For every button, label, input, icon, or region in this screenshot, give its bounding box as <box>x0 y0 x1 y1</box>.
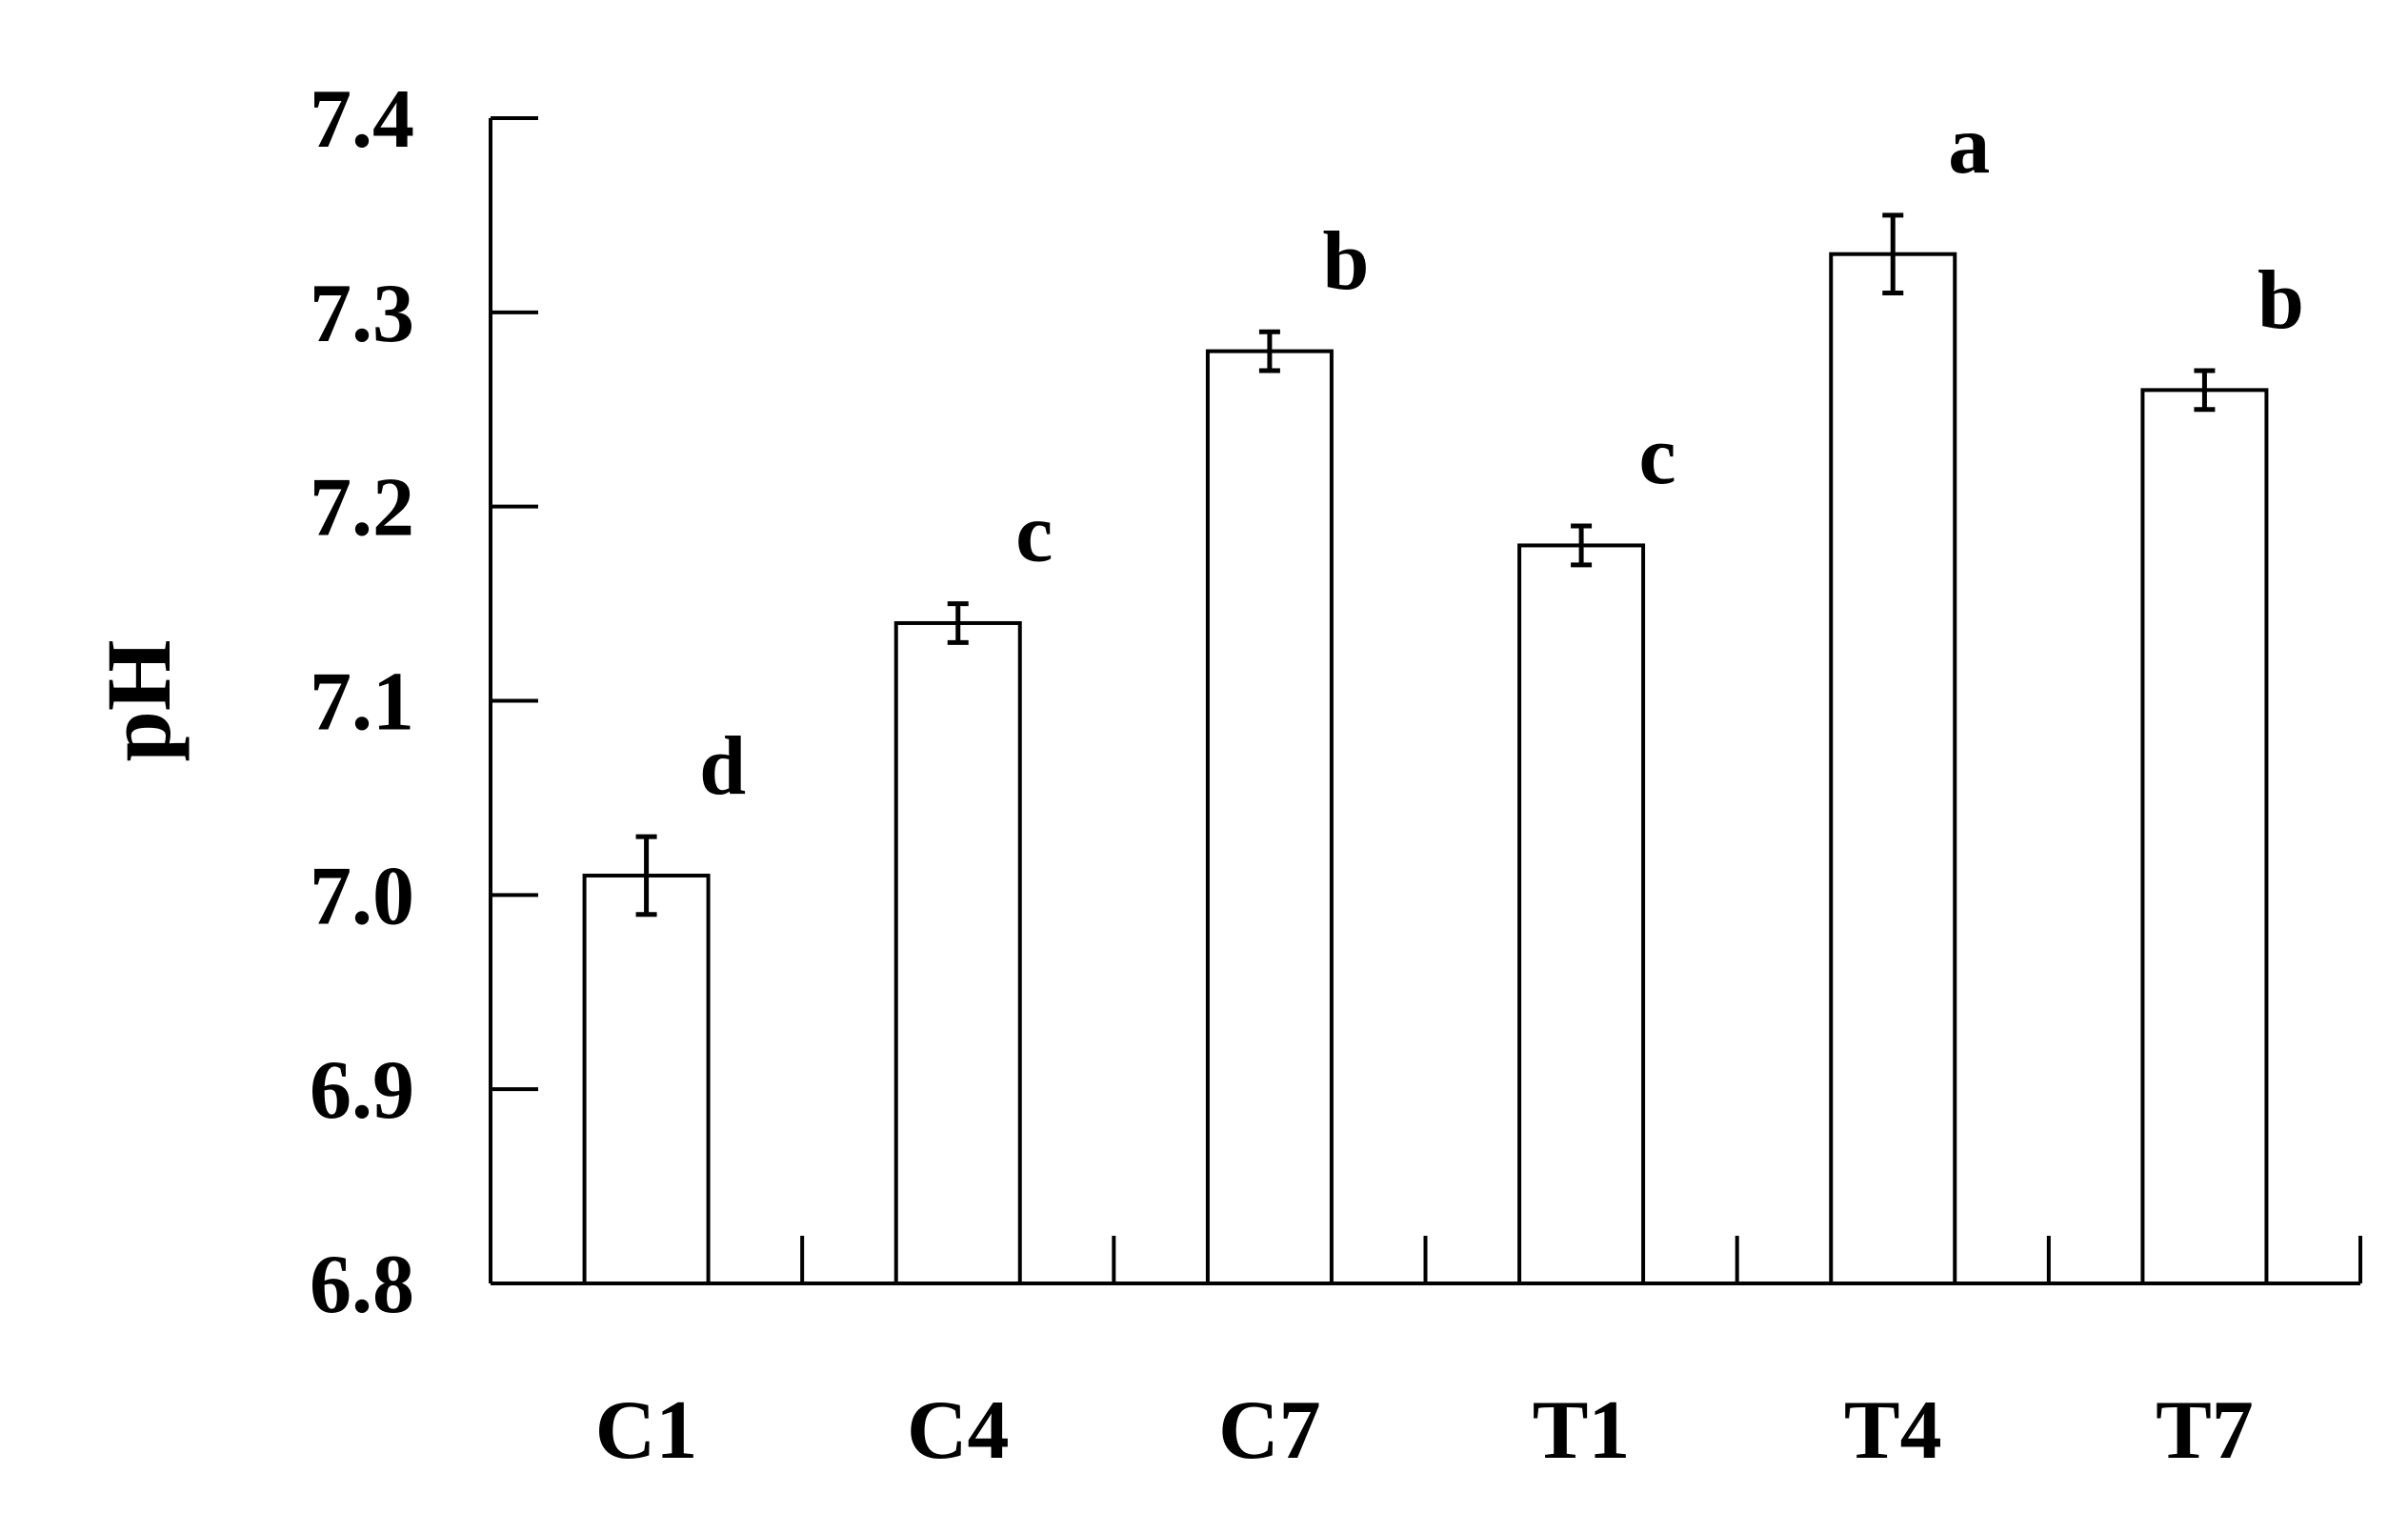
significance-label-c1: d <box>699 720 746 813</box>
y-tick-label: 7.1 <box>310 656 414 749</box>
y-tick-label: 6.8 <box>310 1239 414 1331</box>
y-axis-ticks: 6.8 6.9 7.0 7.1 7.2 7.3 7.4 <box>310 73 538 1331</box>
significance-label-t4: a <box>1948 99 1990 192</box>
bar-c7 <box>1205 349 1334 1286</box>
y-tick-label: 7.3 <box>310 268 414 360</box>
bars <box>582 252 2269 1286</box>
category-labels: C1 C4 C7 T1 T4 T7 <box>595 1384 2254 1477</box>
category-label-c4: C4 <box>907 1384 1010 1477</box>
y-tick-label: 7.4 <box>310 73 414 166</box>
category-label-t7: T7 <box>2156 1384 2254 1477</box>
significance-label-t7: b <box>2258 254 2304 347</box>
y-tick-label: 7.2 <box>310 462 414 555</box>
category-label-c1: C1 <box>595 1384 698 1477</box>
bar-t7 <box>2140 388 2269 1286</box>
category-label-t4: T4 <box>1844 1384 1942 1477</box>
y-tick-label: 7.0 <box>310 850 414 942</box>
bar-t1 <box>1517 543 1646 1285</box>
y-tick-label: 6.9 <box>310 1044 414 1137</box>
error-bars <box>635 212 2216 918</box>
category-label-c7: C7 <box>1218 1384 1321 1477</box>
category-label-t1: T1 <box>1533 1384 1631 1477</box>
bar-c4 <box>893 620 1022 1285</box>
x-axis-ticks <box>800 1236 2362 1283</box>
significance-label-c7: b <box>1322 215 1369 308</box>
significance-labels: d c b c a b <box>699 99 2304 813</box>
y-axis-title: pH <box>88 639 190 761</box>
significance-label-c4: c <box>1015 488 1053 580</box>
bar-t4 <box>1829 252 1957 1285</box>
significance-label-t1: c <box>1639 410 1676 502</box>
bar-c1 <box>582 873 711 1285</box>
